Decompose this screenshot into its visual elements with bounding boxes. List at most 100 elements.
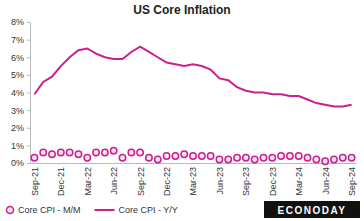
y-tick-mark <box>27 163 30 164</box>
x-tick-label: Sep-24 <box>347 167 357 196</box>
yy-line <box>34 47 351 107</box>
x-tick: Sep-22 <box>136 163 146 196</box>
x-tick-label: Mar-23 <box>188 167 198 196</box>
x-tick-label: Sep-23 <box>241 167 251 196</box>
y-tick: 6% <box>11 53 30 63</box>
legend-swatch <box>95 209 115 211</box>
y-tick-mark <box>27 93 30 94</box>
x-tick-label: Jun-23 <box>215 167 225 195</box>
mm-point <box>313 156 319 162</box>
x-tick-label: Mar-22 <box>83 167 93 196</box>
legend-item: Core CPI - M/M <box>7 205 81 215</box>
mm-point <box>66 149 72 155</box>
y-tick-label: 3% <box>11 106 24 116</box>
legend-item: Core CPI - Y/Y <box>95 205 178 215</box>
mm-point <box>243 155 249 161</box>
mm-point <box>111 147 117 153</box>
y-tick: 1% <box>11 141 30 151</box>
x-tick: Jun-23 <box>215 163 225 195</box>
logo-text: ECONODAY <box>278 205 347 216</box>
y-tick-mark <box>27 128 30 129</box>
y-tick-mark <box>27 57 30 58</box>
mm-point <box>49 151 55 157</box>
y-tick-label: 0% <box>11 158 24 168</box>
y-tick: 0% <box>11 158 30 168</box>
mm-point <box>331 156 337 162</box>
x-tick: Sep-24 <box>347 163 357 196</box>
y-tick-label: 2% <box>11 123 24 133</box>
mm-point <box>278 153 284 159</box>
logo: ECONODAY <box>264 201 360 218</box>
x-tick-label: Jun-22 <box>109 167 119 195</box>
mm-point <box>287 153 293 159</box>
y-tick: 5% <box>11 70 30 80</box>
x-tick-label: Dec-23 <box>268 167 278 196</box>
y-tick-mark <box>27 22 30 23</box>
mm-point <box>40 149 46 155</box>
y-tick-mark <box>27 145 30 146</box>
y-tick: 8% <box>11 17 30 27</box>
x-tick-label: Sep-21 <box>30 167 40 196</box>
legend: Core CPI - M/M Core CPI - Y/Y <box>7 205 178 215</box>
x-axis: Sep-21 Dec-21 Mar-22 Jun-22 Sep-22 Dec-22 Mar-… <box>30 163 357 196</box>
x-tick: Mar-22 <box>83 163 93 196</box>
mm-point <box>119 155 125 161</box>
x-tick: Dec-22 <box>162 163 172 196</box>
chart: US Core Inflation 0% 1% 2% 3% 4% 5% 6% 7% 8% Sep-2… <box>0 0 364 221</box>
mm-point <box>137 149 143 155</box>
y-tick-mark <box>27 40 30 41</box>
mm-point <box>75 151 81 157</box>
legend-swatch <box>7 207 14 214</box>
mm-point <box>84 155 90 161</box>
mm-point <box>304 155 310 161</box>
mm-point <box>146 155 152 161</box>
mm-point <box>207 153 213 159</box>
x-tick-label: Dec-22 <box>162 167 172 196</box>
x-tick-label: Mar-24 <box>294 167 304 196</box>
x-tick: Mar-23 <box>188 163 198 196</box>
mm-point <box>190 153 196 159</box>
mm-point <box>181 151 187 157</box>
mm-point <box>155 156 161 162</box>
plot-area <box>31 47 355 165</box>
mm-point <box>269 155 275 161</box>
logo-box <box>264 201 360 218</box>
mm-point <box>163 153 169 159</box>
y-tick-label: 5% <box>11 70 24 80</box>
mm-point <box>251 156 257 162</box>
mm-point <box>172 153 178 159</box>
x-tick: Jun-24 <box>321 163 331 195</box>
mm-point <box>128 149 134 155</box>
mm-point <box>260 155 266 161</box>
y-tick: 3% <box>11 106 30 116</box>
y-tick: 7% <box>11 35 30 45</box>
x-axis-line <box>31 163 357 164</box>
y-tick-label: 8% <box>11 17 24 27</box>
x-tick: Jun-22 <box>109 163 119 195</box>
x-tick: Dec-21 <box>56 163 66 196</box>
y-tick: 4% <box>11 88 30 98</box>
y-tick-mark <box>27 75 30 76</box>
mm-point <box>58 149 64 155</box>
y-tick: 2% <box>11 123 30 133</box>
x-tick: Dec-23 <box>268 163 278 196</box>
mm-point <box>225 156 231 162</box>
title: US Core Inflation <box>133 3 230 17</box>
legend-label: Core CPI - M/M <box>18 205 81 215</box>
y-tick-label: 4% <box>11 88 24 98</box>
y-axis: 0% 1% 2% 3% 4% 5% 6% 7% 8% <box>11 17 31 168</box>
x-tick-label: Jun-24 <box>321 167 331 195</box>
y-tick-label: 6% <box>11 53 24 63</box>
legend-label: Core CPI - Y/Y <box>119 205 178 215</box>
x-tick-label: Sep-22 <box>136 167 146 196</box>
x-tick: Sep-21 <box>30 163 40 196</box>
mm-point <box>234 155 240 161</box>
y-axis-line <box>27 23 31 164</box>
x-tick: Sep-23 <box>241 163 251 196</box>
y-tick-mark <box>27 110 30 111</box>
x-tick: Mar-24 <box>294 163 304 196</box>
mm-point <box>322 158 328 164</box>
mm-point <box>93 149 99 155</box>
mm-point <box>348 155 354 161</box>
y-tick-label: 1% <box>11 141 24 151</box>
